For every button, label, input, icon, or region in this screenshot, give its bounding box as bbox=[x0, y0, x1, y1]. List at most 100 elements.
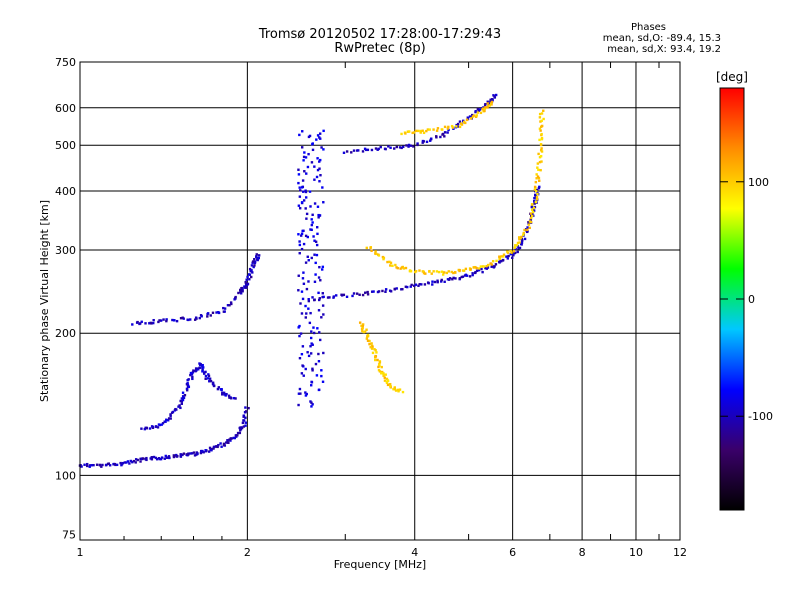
data-point bbox=[201, 449, 204, 453]
phases-x-stats: mean, sd,X: 93.4, 19.2 bbox=[607, 44, 721, 55]
data-point bbox=[173, 409, 177, 412]
data-point bbox=[464, 267, 468, 271]
data-point bbox=[498, 255, 501, 258]
data-point bbox=[145, 458, 148, 462]
data-point bbox=[384, 290, 387, 293]
data-point bbox=[536, 188, 539, 192]
data-point bbox=[523, 228, 526, 232]
chart-subtitle: RwPretec (8p) bbox=[334, 41, 426, 56]
data-point bbox=[314, 362, 318, 366]
data-point bbox=[301, 345, 305, 348]
data-point bbox=[240, 426, 244, 429]
data-point bbox=[140, 427, 143, 430]
data-point bbox=[233, 297, 237, 300]
data-point bbox=[245, 278, 248, 281]
data-point bbox=[417, 284, 420, 287]
data-point bbox=[475, 114, 479, 117]
data-point bbox=[472, 266, 475, 269]
data-point bbox=[321, 292, 324, 295]
data-point bbox=[313, 280, 317, 283]
data-point bbox=[316, 168, 320, 172]
colorbar-ticks: 100 0 -100 bbox=[720, 176, 773, 423]
data-point bbox=[298, 387, 302, 391]
data-point bbox=[389, 290, 393, 293]
data-point bbox=[86, 462, 89, 466]
data-point bbox=[189, 373, 192, 377]
data-point bbox=[402, 145, 405, 149]
data-point bbox=[365, 246, 368, 250]
data-point bbox=[451, 278, 454, 281]
data-point bbox=[318, 298, 321, 302]
data-point bbox=[171, 410, 175, 414]
data-point bbox=[175, 408, 178, 411]
data-point bbox=[198, 366, 201, 370]
data-point bbox=[427, 282, 430, 285]
data-point bbox=[538, 116, 542, 119]
data-point bbox=[318, 331, 321, 334]
data-point bbox=[490, 98, 494, 101]
data-point bbox=[304, 234, 308, 238]
data-point bbox=[523, 237, 527, 241]
data-point bbox=[299, 302, 302, 305]
data-point bbox=[203, 372, 206, 375]
data-point bbox=[400, 132, 403, 136]
data-point bbox=[385, 377, 389, 381]
data-point bbox=[204, 374, 208, 378]
data-point bbox=[179, 455, 183, 458]
data-point bbox=[366, 339, 370, 342]
data-point bbox=[315, 253, 319, 257]
data-point bbox=[368, 339, 371, 343]
data-point bbox=[460, 123, 464, 126]
data-point bbox=[193, 454, 197, 457]
data-point bbox=[534, 180, 538, 184]
data-point bbox=[436, 279, 439, 282]
data-point bbox=[486, 106, 489, 109]
data-point bbox=[152, 321, 155, 325]
data-point bbox=[483, 109, 486, 113]
data-point bbox=[181, 316, 184, 319]
y-tick-label: 100 bbox=[55, 469, 76, 482]
data-point bbox=[320, 374, 323, 378]
data-point bbox=[447, 125, 450, 129]
data-point bbox=[396, 266, 399, 270]
data-point bbox=[540, 112, 544, 115]
data-point bbox=[318, 180, 321, 183]
data-point bbox=[475, 269, 479, 273]
data-point bbox=[476, 111, 480, 114]
data-point bbox=[316, 134, 320, 137]
data-point bbox=[316, 157, 319, 160]
data-point bbox=[192, 369, 195, 372]
data-point bbox=[148, 322, 151, 325]
data-point bbox=[217, 386, 221, 389]
data-point bbox=[241, 290, 244, 293]
data-point bbox=[506, 250, 509, 253]
data-point bbox=[317, 213, 320, 217]
data-point bbox=[317, 360, 321, 363]
data-point bbox=[536, 162, 540, 165]
data-point bbox=[212, 447, 215, 450]
data-point bbox=[378, 370, 382, 373]
data-point bbox=[318, 136, 321, 139]
data-point bbox=[244, 410, 248, 413]
y-axis-label: Stationary phase Virtual Height [km] bbox=[38, 200, 51, 402]
data-point bbox=[185, 387, 189, 391]
data-point bbox=[310, 405, 313, 408]
data-point bbox=[418, 283, 421, 286]
data-point bbox=[297, 289, 300, 292]
data-point bbox=[493, 265, 496, 268]
data-point bbox=[178, 404, 181, 407]
data-point bbox=[304, 391, 307, 394]
data-point bbox=[442, 132, 445, 136]
data-point bbox=[208, 446, 212, 450]
data-point bbox=[311, 369, 314, 372]
data-point bbox=[168, 456, 171, 460]
data-point bbox=[310, 401, 313, 404]
data-point bbox=[244, 421, 248, 424]
data-point bbox=[244, 424, 247, 427]
data-point bbox=[513, 246, 516, 249]
data-point bbox=[513, 251, 517, 254]
data-point bbox=[468, 275, 472, 278]
data-point bbox=[316, 232, 319, 236]
data-point bbox=[535, 190, 538, 193]
data-point bbox=[207, 373, 210, 376]
